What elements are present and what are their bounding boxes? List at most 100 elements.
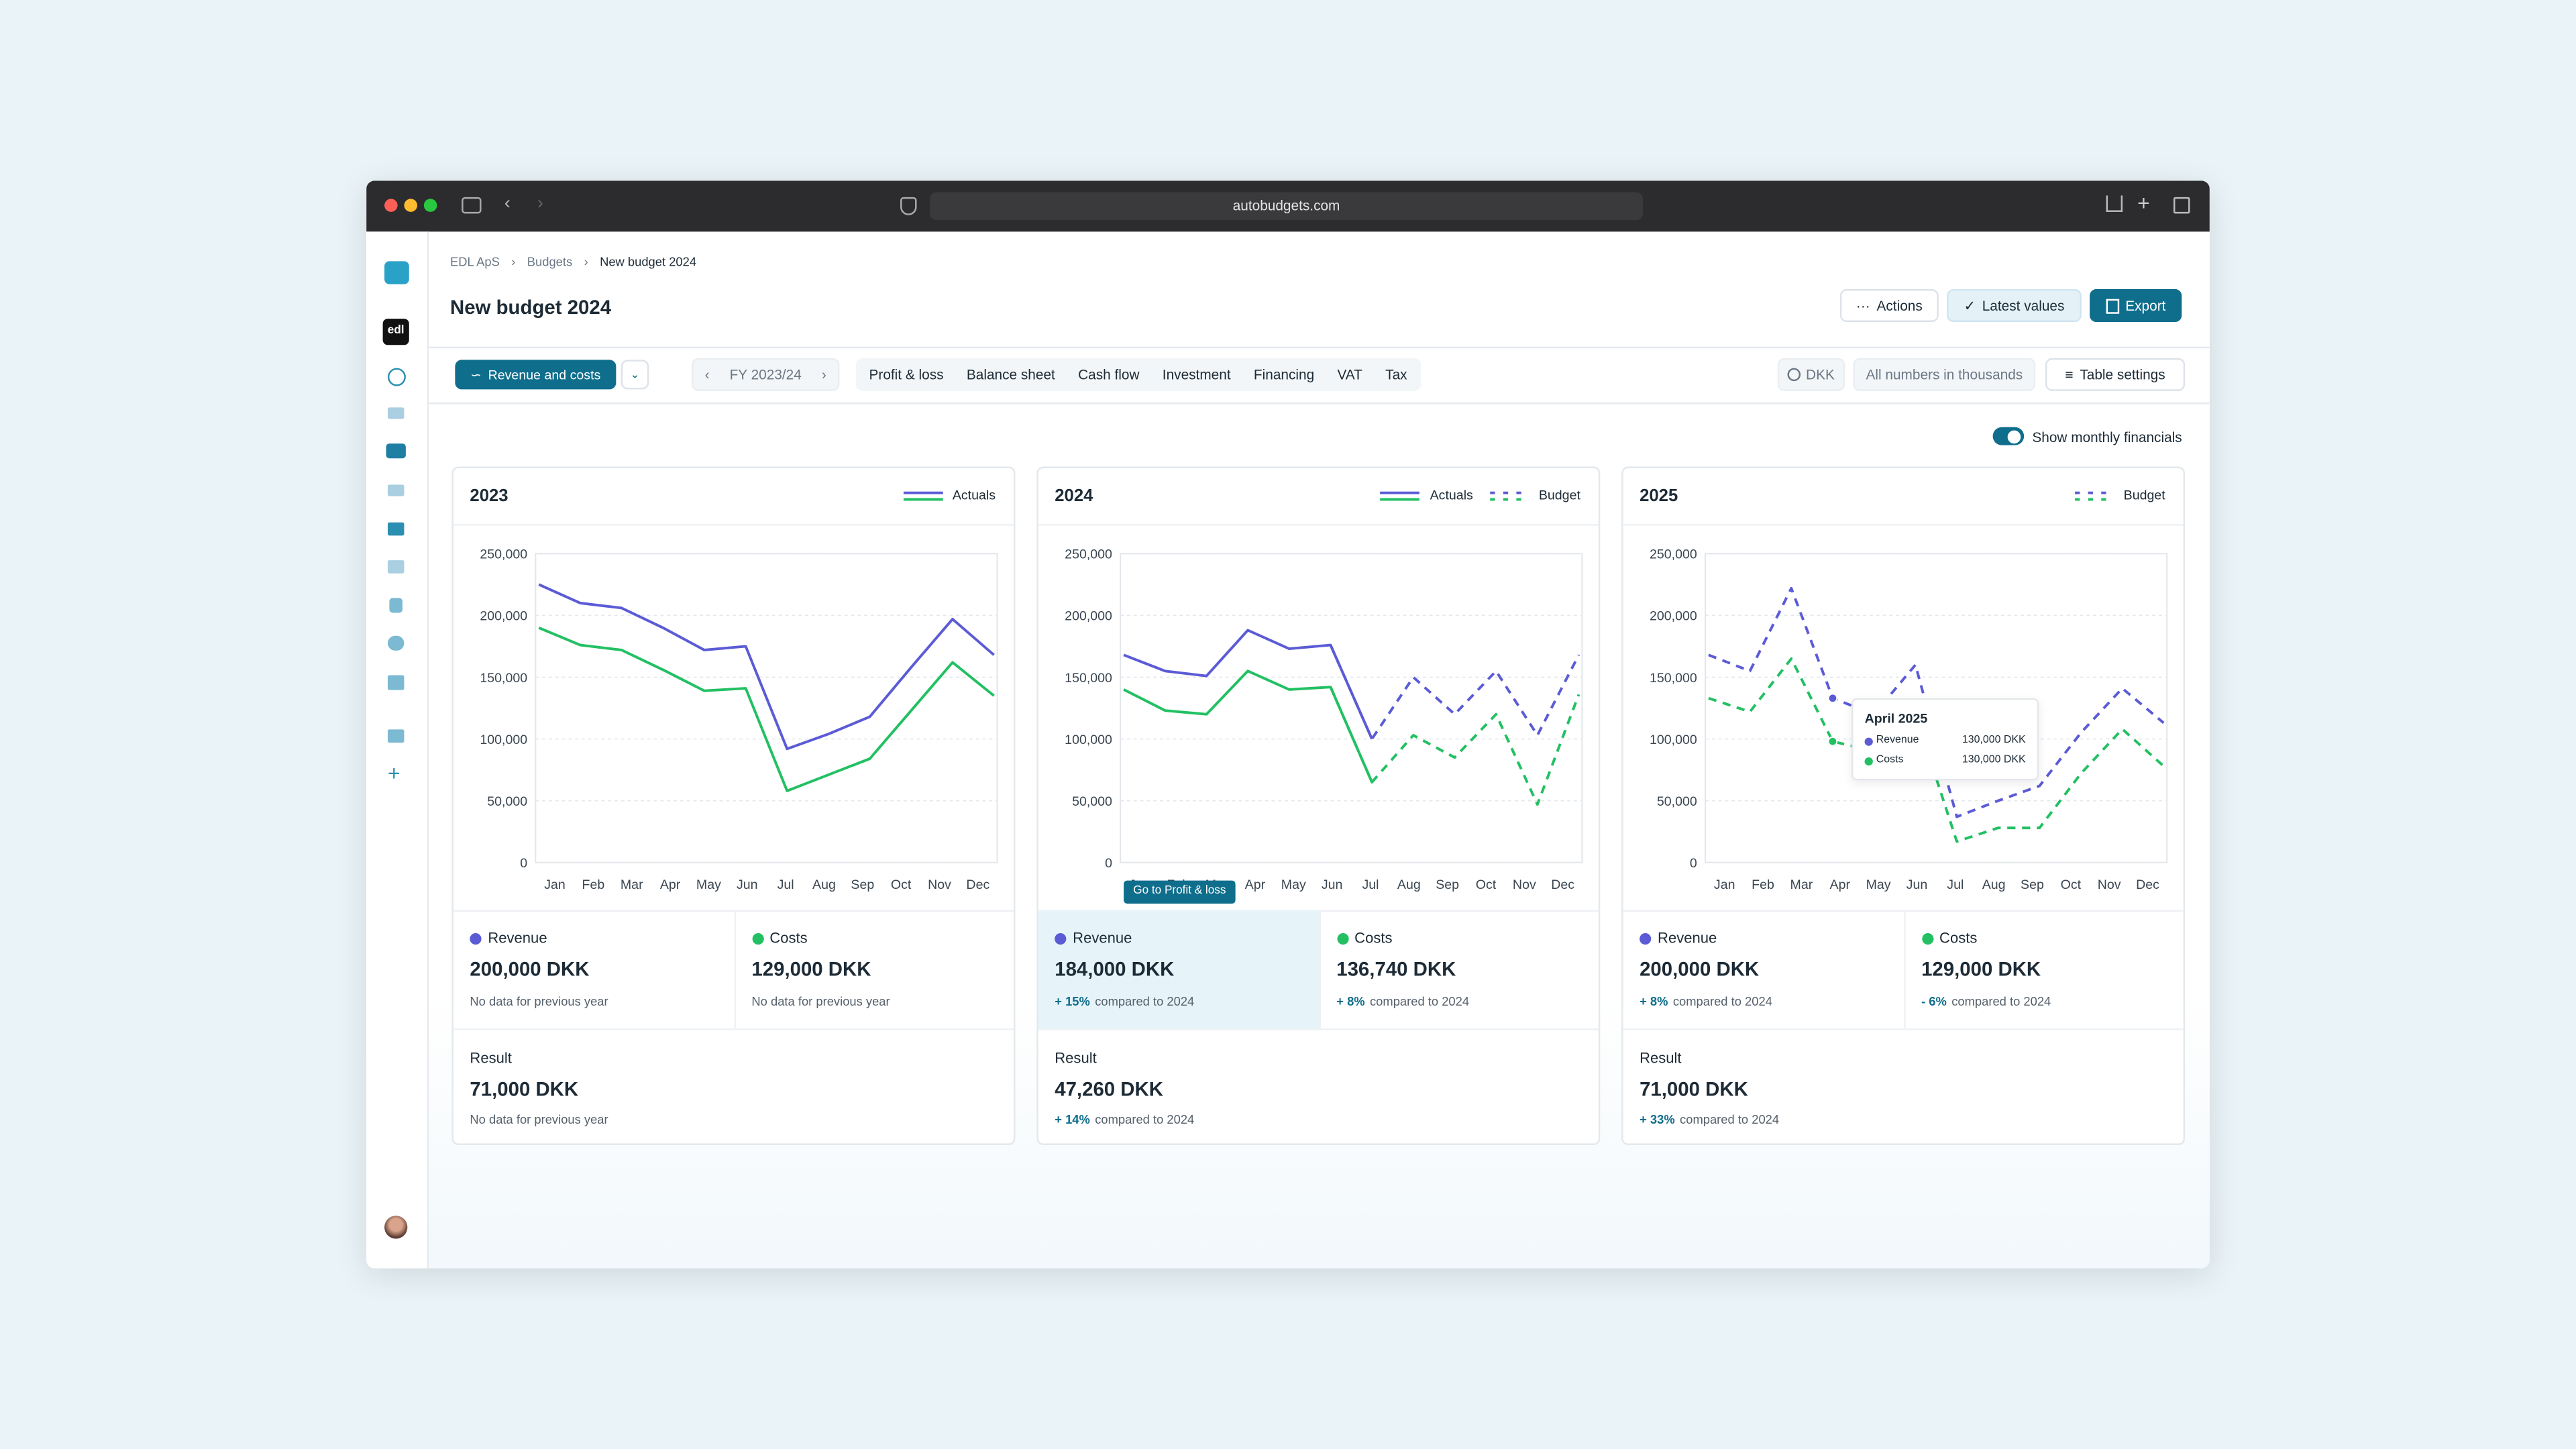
x-tick-label: Jun [1322,877,1343,892]
note: + 15% compared to 2024 [1055,994,1194,1009]
latest-values-button[interactable]: ✓ Latest values [1947,289,2082,323]
result-label: Result [1055,1049,1097,1067]
icon: ∽ [470,367,482,382]
add-icon[interactable]: + [387,760,400,786]
minimize-dot[interactable] [404,199,418,212]
nav-icon[interactable] [387,522,405,536]
app-logo[interactable] [384,261,409,284]
back-button[interactable]: ‹ [504,193,511,214]
nav-icon[interactable] [387,675,405,690]
stat[interactable]: Costs 129,000 DKK No data for previous yea… [735,910,1014,1028]
stat[interactable]: Costs 136,740 DKK + 8% compared to 2024 [1320,910,1599,1028]
legend-label: Budget [1538,488,1580,503]
tab[interactable]: Profit & loss [869,366,944,383]
tab[interactable]: VAT [1337,366,1362,383]
y-tick-label: 50,000 [487,794,527,809]
actions-button[interactable]: ··· Actions [1839,289,1939,323]
nav-icon[interactable] [387,729,405,743]
tab[interactable]: Balance sheet [966,366,1055,383]
tooltip-dot [1864,757,1873,766]
breadcrumb-item[interactable]: EDL ApS [450,254,500,270]
export-button[interactable]: Export [2090,289,2182,323]
table-settings-button[interactable]: ≡ Table settings [2045,358,2186,391]
card-title: 2025 [1640,486,1678,506]
result-value: 47,260 DKK [1055,1077,1163,1101]
toggle[interactable] [1992,427,2025,445]
card-title: 2023 [470,486,508,506]
tabs-icon[interactable] [2174,197,2190,214]
x-tick-label: May [696,877,721,892]
forward-button[interactable]: › [537,193,543,214]
note-text: compared to 2024 [1951,994,2051,1009]
period-selector[interactable]: ‹ FY 2023/24 › [692,358,840,391]
tab[interactable]: Tax [1385,366,1407,383]
divider [1038,1028,1599,1030]
x-tick-label: Nov [1513,877,1536,892]
stat[interactable]: Revenue 200,000 DKK + 8% compared to 2024 [1623,910,1905,1029]
legend-label: Budget [2123,488,2165,503]
tooltip-title: April 2025 [1864,711,1928,727]
nav-icon[interactable] [387,560,405,574]
x-tick-label: Mar [1790,877,1813,892]
view-button[interactable]: ∽ Revenue and costs [455,360,616,390]
x-tick-label: Dec [2136,877,2159,892]
stat-value: 184,000 DKK [1055,957,1175,981]
nav-icon[interactable] [386,443,406,459]
close-dot[interactable] [384,199,398,212]
result: Result 71,000 DKK + 33% compared to 2024 [1623,1030,2184,1144]
hover-point [1827,736,1838,747]
tab[interactable]: Cash flow [1078,366,1140,383]
divider [1623,910,2184,912]
x-tick-label: Oct [1476,877,1497,892]
change: + 8% [1640,994,1668,1009]
x-tick-label: Sep [2021,877,2044,892]
currency-button[interactable]: DKK [1777,358,1845,391]
label: Export [2125,297,2166,314]
zoom-dot[interactable] [423,199,437,212]
next[interactable]: › [821,366,826,383]
nav-icon[interactable] [387,407,405,419]
new-tab-icon[interactable]: + [2137,191,2150,215]
breadcrumb-separator: › [584,254,588,270]
url-bar[interactable]: autobudgets.com [930,192,1643,221]
stat[interactable]: Revenue 200,000 DKK No data for previous y… [453,910,735,1029]
tab[interactable]: Financing [1253,366,1315,383]
tooltip-value: 130,000 DKK [1962,754,2026,766]
result-label: Result [1640,1049,1682,1067]
x-tick-label: Aug [1982,877,2006,892]
nav-icon[interactable] [387,635,405,651]
tab[interactable]: Investment [1162,366,1231,383]
stat[interactable]: Revenue 184,000 DKK + 15% compared to 2024 [1038,910,1320,1029]
tooltip-dot [1864,737,1873,746]
divider [453,524,1014,526]
stat-value: 129,000 DKK [751,957,871,981]
x-tick-label: Jan [544,877,566,892]
avatar[interactable] [384,1216,408,1239]
note: + 8% compared to 2024 [1640,994,1772,1009]
sidebar-toggle[interactable] [462,197,482,214]
stat-label: Costs [1354,930,1393,947]
prev[interactable]: ‹ [704,366,710,383]
x-tick-label: Nov [928,877,951,892]
result-value: 71,000 DKK [470,1077,579,1101]
note-text: compared to 2024 [1680,1112,1780,1128]
stat-value: 129,000 DKK [1921,957,2041,981]
stat[interactable]: Costs 129,000 DKK - 6% compared to 2024 [1905,910,2184,1028]
series-line [1329,686,1580,806]
breadcrumb-separator: › [511,254,516,270]
y-tick-label: 0 [1105,856,1112,871]
view-dropdown[interactable]: ⌄ [621,360,649,390]
x-tick-label: Feb [1752,877,1774,892]
units-note: All numbers in thousands [1853,358,2036,391]
x-tick-label: Apr [660,877,681,892]
toggle-label: Show monthly financials [2032,429,2182,445]
nav-icon[interactable] [387,484,405,496]
org-badge[interactable]: edl [382,319,409,345]
y-tick-label: 50,000 [1657,794,1697,809]
nav-icon[interactable] [389,598,403,613]
series-line [1123,629,1373,740]
share-icon[interactable] [2106,195,2123,212]
nav-icon[interactable] [387,368,406,386]
breadcrumb-item[interactable]: Budgets [527,254,573,270]
